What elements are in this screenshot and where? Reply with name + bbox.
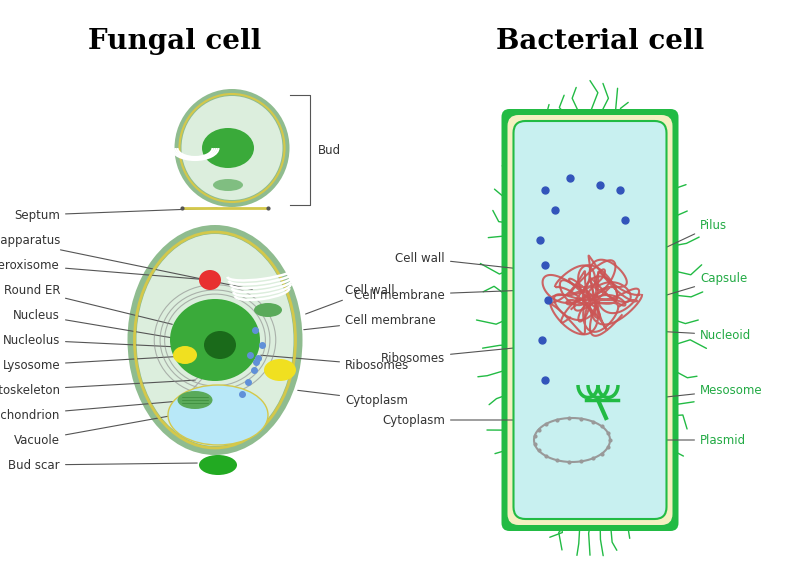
Text: Cell membrane: Cell membrane: [304, 314, 436, 330]
Text: Fungal cell: Fungal cell: [88, 28, 262, 55]
Ellipse shape: [199, 270, 221, 290]
Ellipse shape: [174, 89, 290, 207]
Text: Plasmid: Plasmid: [618, 434, 746, 447]
Text: Bud: Bud: [318, 144, 341, 157]
Ellipse shape: [204, 331, 236, 359]
Ellipse shape: [127, 225, 302, 455]
FancyBboxPatch shape: [502, 109, 678, 531]
Text: Pilus: Pilus: [653, 218, 727, 254]
Text: Ribosomes: Ribosomes: [381, 345, 542, 365]
Text: Mitochondrion: Mitochondrion: [0, 400, 190, 421]
Ellipse shape: [182, 96, 282, 200]
Text: Peroxisome: Peroxisome: [0, 259, 207, 280]
Text: Nucleoid: Nucleoid: [638, 329, 751, 342]
Text: Lysosome: Lysosome: [2, 356, 183, 371]
Text: Ribosomes: Ribosomes: [261, 355, 410, 371]
Text: Bacterial cell: Bacterial cell: [496, 28, 704, 55]
Text: Nucleolus: Nucleolus: [2, 333, 198, 348]
Text: Mesosome: Mesosome: [641, 384, 762, 399]
Ellipse shape: [173, 346, 197, 364]
Text: Septum: Septum: [14, 208, 218, 222]
FancyBboxPatch shape: [507, 115, 673, 525]
Ellipse shape: [178, 391, 213, 409]
Ellipse shape: [137, 234, 294, 446]
Text: Round ER: Round ER: [3, 283, 172, 324]
Text: Golgi apparatus: Golgi apparatus: [0, 233, 252, 289]
Text: Bud scar: Bud scar: [8, 458, 198, 471]
Text: Cytoskeleton: Cytoskeleton: [0, 380, 195, 397]
Text: Nucleus: Nucleus: [13, 309, 182, 339]
Ellipse shape: [213, 179, 243, 191]
Ellipse shape: [254, 303, 282, 317]
Ellipse shape: [199, 455, 237, 475]
Text: Cytoplasm: Cytoplasm: [298, 390, 408, 407]
Ellipse shape: [202, 128, 254, 168]
Text: Cell membrane: Cell membrane: [354, 288, 527, 301]
Ellipse shape: [168, 385, 268, 445]
Text: Cell wall: Cell wall: [395, 251, 527, 270]
Text: Capsule: Capsule: [653, 272, 747, 299]
FancyBboxPatch shape: [514, 121, 666, 519]
Ellipse shape: [264, 359, 296, 381]
Text: Cytoplasm: Cytoplasm: [382, 413, 527, 426]
Ellipse shape: [170, 299, 260, 381]
Text: Vacuole: Vacuole: [14, 416, 172, 447]
Text: Cell wall: Cell wall: [306, 283, 394, 314]
